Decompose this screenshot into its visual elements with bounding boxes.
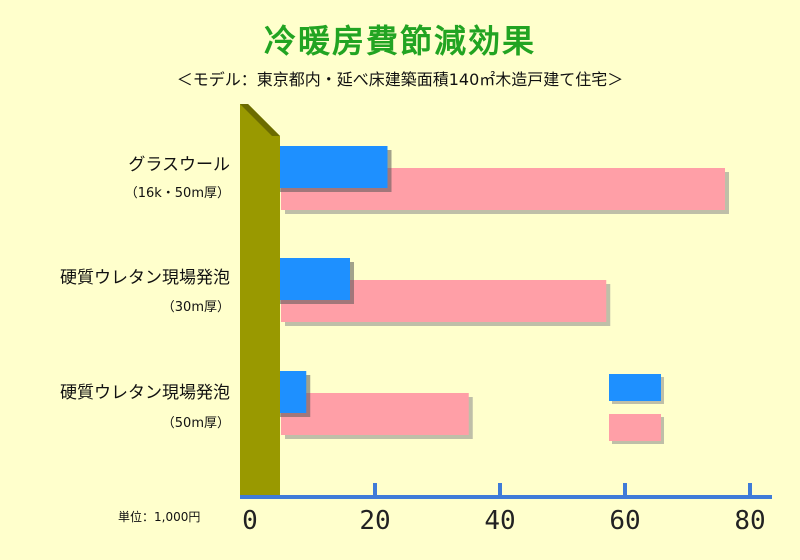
x-tick-label: 80 [734,506,765,536]
axis-wall [240,104,280,497]
category-sublabel-2: （30m厚） [161,300,230,315]
category-label-2: 硬質ウレタン現場発泡 [60,268,230,288]
legend-swatch-2 [609,414,661,441]
category-sublabel-3: （50m厚） [161,416,230,431]
category-label-1: グラスウール [128,155,230,175]
x-tick-label: 60 [609,506,640,536]
x-tick-label: 40 [484,506,515,536]
x-tick-label: 20 [359,506,390,536]
bar-pink-3 [281,393,469,435]
legend-swatch-1 [609,374,661,401]
axis-wall-top [240,104,280,136]
chart-subtitle: ＜モデル：東京都内・延べ床建築面積140㎡木造戸建て住宅＞ [176,70,624,89]
unit-label: 単位：1,000円 [118,510,201,524]
chart-title: 冷暖房費節減効果 [263,22,536,60]
category-label-3: 硬質ウレタン現場発泡 [60,383,230,403]
category-sublabel-1: （16k・50m厚） [124,186,230,201]
x-tick-label: 0 [242,506,258,536]
